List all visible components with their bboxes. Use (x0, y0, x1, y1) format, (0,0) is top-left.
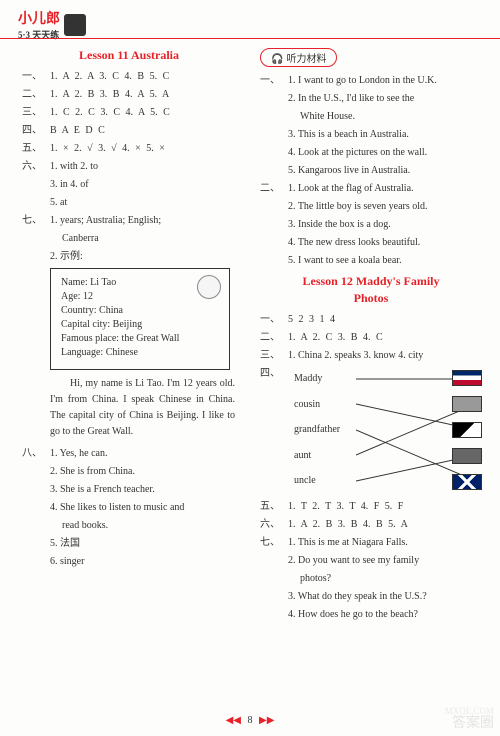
q-body: 1. A 2. C 3. B 4. C (288, 330, 482, 345)
content: Lesson 11 Australia 一、1. A 2. A 3. C 4. … (0, 48, 500, 625)
q-body: 1. I want to go to London in the U.K. (288, 73, 482, 88)
q-num: 五、 (260, 499, 288, 514)
q-body: 1. with 2. to (50, 159, 236, 174)
q-body: White House. (288, 109, 482, 124)
q-num: 五、 (22, 141, 50, 156)
flag-icon (452, 370, 482, 386)
q-body: 4. How does he go to the beach? (288, 607, 482, 622)
sample-paragraph: Hi, my name is Li Tao. I'm 12 years old.… (50, 376, 235, 440)
headphone-icon: 🎧 (271, 54, 283, 65)
q-body: 1. × 2. √ 3. √ 4. × 5. × (50, 141, 236, 156)
q-body: 1. China 2. speaks 3. know 4. city (288, 348, 482, 363)
q-body: 3. in 4. of (50, 177, 236, 192)
match-words: Maddy cousin grandfather aunt uncle (294, 370, 340, 490)
q-body: 5. Kangaroos live in Australia. (288, 163, 482, 178)
q-body: 6. singer (50, 554, 236, 569)
watermark-text: 答案圈 (452, 712, 494, 732)
match-word: grandfather (294, 421, 340, 439)
matching-diagram: Maddy cousin grandfather aunt uncle (294, 370, 482, 490)
q-num: 三、 (260, 348, 288, 363)
box-line: Famous place: the Great Wall (61, 333, 219, 344)
q-num: 一、 (260, 312, 288, 327)
q-body: 5. at (50, 195, 236, 210)
q-num: 二、 (260, 181, 288, 196)
q-body: Canberra (50, 231, 236, 246)
box-line: Name: Li Tao (61, 277, 219, 288)
flag-icon (452, 422, 482, 438)
q-num: 二、 (22, 87, 50, 102)
q-body: 1. A 2. A 3. C 4. B 5. C (50, 69, 236, 84)
q-body: 1. A 2. B 3. B 4. B 5. A (288, 517, 482, 532)
flag-icon (452, 448, 482, 464)
listen-label: 听力材料 (286, 54, 326, 65)
q-body: 5 2 3 1 4 (288, 312, 482, 327)
box-line: Country: China (61, 305, 219, 316)
header: 小儿郎 5·3 天天练 (18, 8, 86, 41)
q-num: 四、 (22, 123, 50, 138)
match-word: uncle (294, 472, 340, 490)
q-body: 1. This is me at Niagara Falls. (288, 535, 482, 550)
q-body: 1. years; Australia; English; (50, 213, 236, 228)
q-body: 4. She likes to listen to music and (50, 500, 236, 515)
header-rule (0, 38, 500, 39)
lesson-title-2a: Lesson 12 Maddy's Family (260, 274, 482, 289)
mascot-icon (64, 14, 86, 36)
q-body: 2. The little boy is seven years old. (288, 199, 482, 214)
q-num: 六、 (260, 517, 288, 532)
q-body: 4. The new dress looks beautiful. (288, 235, 482, 250)
q-body: 1. Yes, he can. (50, 446, 236, 461)
q-body: read books. (50, 518, 236, 533)
q-body: 3. This is a beach in Australia. (288, 127, 482, 142)
q-body: 2. 示例: (50, 249, 236, 264)
q-num: 四、 (260, 366, 288, 496)
match-word: cousin (294, 396, 340, 414)
arrow-right-icon: ▶▶ (259, 715, 274, 726)
q-num: 二、 (260, 330, 288, 345)
q-body: 3. What do they speak in the U.S.? (288, 589, 482, 604)
match-word: aunt (294, 447, 340, 465)
q-num: 七、 (22, 213, 50, 228)
q-body: 1. A 2. B 3. B 4. A 5. A (50, 87, 236, 102)
page-number: 8 (248, 715, 253, 726)
listen-badge: 🎧听力材料 (260, 48, 337, 67)
q-body: 5. I want to see a koala bear. (288, 253, 482, 268)
q-body: 2. She is from China. (50, 464, 236, 479)
q-body: B A E D C (50, 123, 236, 138)
box-line: Language: Chinese (61, 347, 219, 358)
q-body: 4. Look at the pictures on the wall. (288, 145, 482, 160)
q-body: 3. She is a French teacher. (50, 482, 236, 497)
q-body: photos? (288, 571, 482, 586)
q-num: 七、 (260, 535, 288, 550)
q-body: 1. Look at the flag of Australia. (288, 181, 482, 196)
brand-sub: 5·3 天天练 (18, 28, 60, 41)
flag-icon (452, 474, 482, 490)
info-box: Name: Li Tao Age: 12 Country: China Capi… (50, 268, 230, 370)
match-word: Maddy (294, 370, 340, 388)
arrow-left-icon: ◀◀ (226, 715, 241, 726)
brand-name: 小儿郎 (18, 8, 60, 28)
q-num: 六、 (22, 159, 50, 174)
avatar-icon (197, 275, 221, 299)
q-body: 1. T 2. T 3. T 4. F 5. F (288, 499, 482, 514)
right-column: 🎧听力材料 一、1. I want to go to London in the… (250, 48, 500, 625)
q-num: 三、 (22, 105, 50, 120)
left-column: Lesson 11 Australia 一、1. A 2. A 3. C 4. … (0, 48, 250, 625)
q-num: 一、 (260, 73, 288, 88)
match-flags (452, 370, 482, 490)
q-num: 八、 (22, 446, 50, 461)
q-body: 2. In the U.S., I'd like to see the (288, 91, 482, 106)
box-line: Capital city: Beijing (61, 319, 219, 330)
lesson-title: Lesson 11 Australia (22, 48, 236, 63)
box-line: Age: 12 (61, 291, 219, 302)
q-body: 5. 法国 (50, 536, 236, 551)
flag-icon (452, 396, 482, 412)
page-footer: ◀◀ 8 ▶▶ (0, 715, 500, 726)
q-body: 1. C 2. C 3. C 4. A 5. C (50, 105, 236, 120)
q-body: 2. Do you want to see my family (288, 553, 482, 568)
q-num: 一、 (22, 69, 50, 84)
lesson-title-2b: Photos (260, 291, 482, 306)
q-body: 3. Inside the box is a dog. (288, 217, 482, 232)
brand-block: 小儿郎 5·3 天天练 (18, 8, 60, 41)
